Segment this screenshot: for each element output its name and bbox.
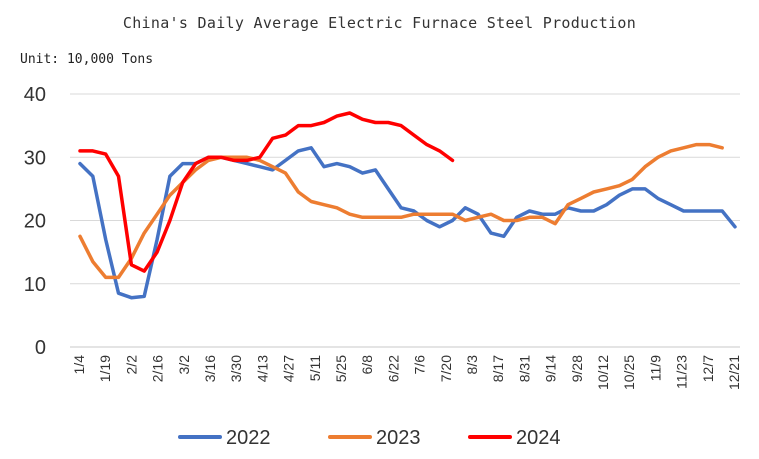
x-tick-label: 4/13 [254, 355, 270, 382]
x-tick-label: 1/19 [97, 355, 113, 382]
x-tick-label: 10/12 [595, 355, 611, 390]
y-tick-label: 0 [35, 337, 46, 359]
legend-label-2024: 2024 [516, 427, 561, 449]
y-tick-label: 40 [24, 84, 46, 106]
series-line-2022 [78, 146, 737, 300]
x-tick-label: 12/7 [700, 355, 716, 382]
x-tick-label: 2/2 [123, 355, 139, 375]
x-tick-label: 12/21 [726, 355, 742, 390]
x-tick-label: 8/17 [490, 355, 506, 382]
unit-label: Unit: 10,000 Tons [20, 52, 154, 67]
x-tick-label: 6/8 [359, 355, 375, 375]
x-tick-label: 7/20 [438, 355, 454, 382]
x-tick-label: 5/11 [307, 355, 323, 381]
x-tick-label: 8/3 [464, 355, 480, 375]
y-tick-label: 30 [24, 147, 46, 169]
series-line-2024 [78, 111, 455, 273]
y-tick-label: 10 [24, 274, 46, 296]
y-tick-label: 20 [24, 211, 46, 233]
x-tick-label: 7/6 [412, 355, 428, 375]
x-tick-label: 11/23 [674, 355, 690, 389]
x-tick-label: 2/16 [150, 355, 166, 382]
x-tick-label: 9/14 [543, 355, 559, 382]
x-tick-label: 8/31 [516, 355, 532, 382]
x-tick-label: 3/2 [176, 355, 192, 375]
x-tick-label: 3/16 [202, 355, 218, 382]
chart-title: China's Daily Average Electric Furnace S… [122, 14, 637, 32]
series-line-2023 [78, 142, 724, 280]
x-tick-label: 4/27 [281, 355, 297, 382]
legend-label-2023: 2023 [376, 427, 421, 449]
x-tick-label: 1/4 [71, 355, 87, 375]
legend-label-2022: 2022 [226, 427, 271, 449]
x-tick-label: 11/9 [647, 355, 663, 381]
x-tick-label: 6/22 [385, 355, 401, 382]
x-tick-label: 5/25 [333, 355, 349, 382]
x-tick-label: 9/28 [569, 355, 585, 382]
x-tick-label: 3/30 [228, 355, 244, 382]
x-tick-label: 10/25 [621, 355, 637, 390]
